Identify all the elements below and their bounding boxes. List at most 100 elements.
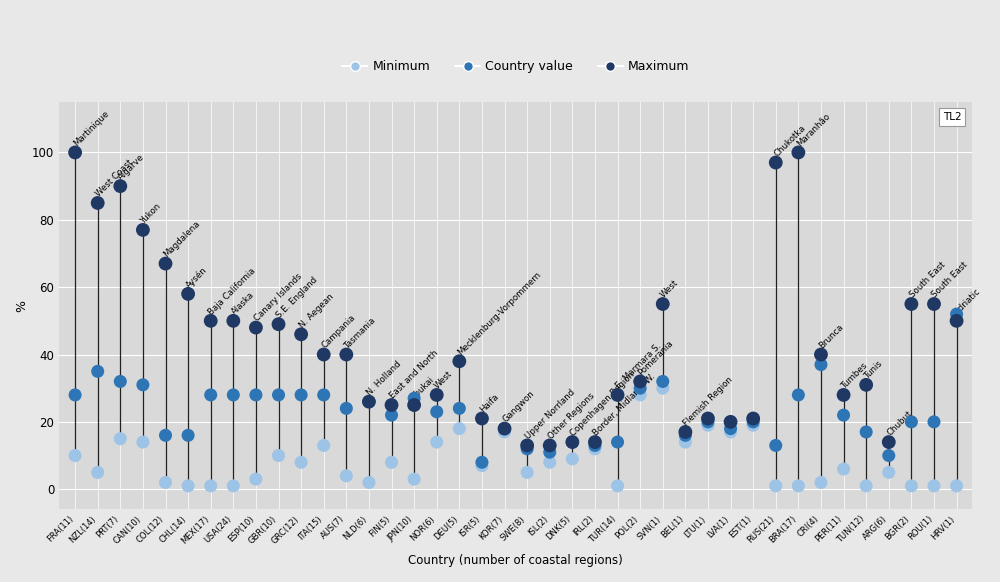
Point <box>90 468 106 477</box>
Point <box>248 323 264 332</box>
Point <box>497 424 513 433</box>
Point <box>903 417 919 427</box>
Point <box>451 424 467 433</box>
Point <box>926 417 942 427</box>
Text: Alaska: Alaska <box>230 290 256 317</box>
Point <box>813 350 829 359</box>
Point <box>813 360 829 369</box>
Point <box>564 455 580 464</box>
X-axis label: Country (number of coastal regions): Country (number of coastal regions) <box>408 554 623 567</box>
Point <box>384 457 400 467</box>
Point <box>271 391 287 400</box>
Point <box>858 427 874 436</box>
Point <box>67 451 83 460</box>
Point <box>632 384 648 393</box>
Point <box>112 377 128 386</box>
Point <box>316 391 332 400</box>
Text: Martinique: Martinique <box>72 109 111 148</box>
Point <box>67 391 83 400</box>
Point <box>655 384 671 393</box>
Point <box>768 481 784 491</box>
Point <box>564 438 580 447</box>
Point <box>112 182 128 191</box>
Text: South East: South East <box>908 261 947 300</box>
Point <box>768 441 784 450</box>
Point <box>135 438 151 447</box>
Point <box>655 377 671 386</box>
Point <box>203 481 219 491</box>
Point <box>361 478 377 487</box>
Point <box>293 329 309 339</box>
Text: Copenhagen Region: Copenhagen Region <box>569 370 637 438</box>
Point <box>519 444 535 453</box>
Point <box>610 438 626 447</box>
Text: Mecklenburg-Vorpommern: Mecklenburg-Vorpommern <box>456 270 543 357</box>
Text: Canary Islands: Canary Islands <box>252 272 304 324</box>
Text: Baja California: Baja California <box>207 266 258 317</box>
Text: Tasmania: Tasmania <box>343 315 378 350</box>
Point <box>361 397 377 406</box>
Text: TL2: TL2 <box>943 112 961 122</box>
Point <box>135 380 151 389</box>
Point <box>813 478 829 487</box>
Y-axis label: %: % <box>15 300 28 312</box>
Text: Chukotka: Chukotka <box>772 123 807 158</box>
Text: N. Holland: N. Holland <box>365 360 403 398</box>
Text: Magdalena: Magdalena <box>162 219 202 260</box>
Point <box>429 407 445 416</box>
Point <box>361 397 377 406</box>
Point <box>903 481 919 491</box>
Point <box>858 481 874 491</box>
Point <box>112 434 128 443</box>
Point <box>949 481 965 491</box>
Text: Aysén: Aysén <box>184 265 209 290</box>
Text: Yukon: Yukon <box>139 201 164 226</box>
Text: Pomerania: Pomerania <box>637 339 675 377</box>
Point <box>519 468 535 477</box>
Point <box>519 441 535 450</box>
Point <box>271 451 287 460</box>
Point <box>474 414 490 423</box>
Point <box>225 391 241 400</box>
Point <box>203 391 219 400</box>
Point <box>180 289 196 299</box>
Point <box>451 357 467 366</box>
Point <box>881 438 897 447</box>
Point <box>949 316 965 325</box>
Point <box>723 427 739 436</box>
Point <box>542 457 558 467</box>
Point <box>836 391 852 400</box>
Text: South East: South East <box>930 261 970 300</box>
Point <box>677 431 693 440</box>
Point <box>745 421 761 430</box>
Point <box>700 417 716 427</box>
Point <box>158 259 174 268</box>
Point <box>90 198 106 208</box>
Text: Border, Midland, W.: Border, Midland, W. <box>591 372 657 438</box>
Point <box>429 391 445 400</box>
Point <box>587 441 603 450</box>
Point <box>293 391 309 400</box>
Legend: Minimum, Country value, Maximum: Minimum, Country value, Maximum <box>337 55 694 78</box>
Point <box>790 391 806 400</box>
Point <box>700 421 716 430</box>
Text: Brunca: Brunca <box>817 322 845 350</box>
Text: Chubut: Chubut <box>885 409 914 438</box>
Point <box>564 438 580 447</box>
Point <box>926 481 942 491</box>
Text: S.E. England: S.E. England <box>275 275 320 320</box>
Point <box>836 464 852 474</box>
Text: Toukai: Toukai <box>411 375 436 401</box>
Text: Flemish Region: Flemish Region <box>682 375 735 428</box>
Point <box>338 350 354 359</box>
Point <box>587 444 603 453</box>
Point <box>180 481 196 491</box>
Point <box>836 410 852 420</box>
Point <box>881 451 897 460</box>
Point <box>338 404 354 413</box>
Point <box>858 380 874 389</box>
Text: Tumbes: Tumbes <box>840 361 870 391</box>
Text: N. Aegean: N. Aegean <box>298 292 335 330</box>
Point <box>610 481 626 491</box>
Point <box>723 424 739 433</box>
